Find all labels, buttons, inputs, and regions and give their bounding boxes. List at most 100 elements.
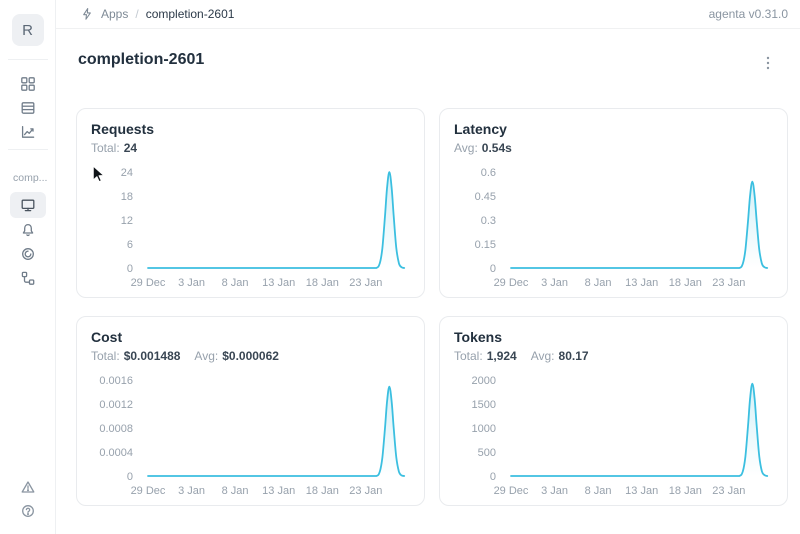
tokens-chart: 0 500 1000 1500 2000 29 Dec 3 Jan 8 Jan 13 Jan 18… bbox=[454, 366, 773, 498]
y-axis-tick-label: 0.6 bbox=[481, 167, 496, 179]
table-icon bbox=[20, 100, 36, 116]
stat-value: $0.000062 bbox=[222, 349, 279, 363]
cost-card: Cost Total: $0.001488 Avg: $0.000062 0 0.000… bbox=[76, 316, 425, 506]
sidebar-item-alerts[interactable] bbox=[12, 475, 44, 499]
sidebar-item-notifications[interactable] bbox=[12, 218, 44, 242]
card-stats: Total: 24 bbox=[91, 141, 410, 156]
y-axis-tick-label: 0 bbox=[127, 471, 133, 483]
series-line bbox=[510, 180, 769, 269]
sidebar-app-nav bbox=[9, 192, 46, 290]
y-axis-tick-label: 0.0008 bbox=[99, 423, 133, 435]
cost-chart: 0 0.0004 0.0008 0.0012 0.0016 29 Dec 3 Jan 8 Ja… bbox=[91, 366, 410, 498]
latency-card: Latency Avg: 0.54s 0 0.15 0.3 0.45 0.6 29 Dec 3… bbox=[439, 108, 788, 298]
tree-icon bbox=[20, 270, 36, 286]
x-axis-tick-label: 3 Jan bbox=[178, 485, 205, 497]
bell-icon bbox=[20, 222, 36, 238]
sidebar-item-observability[interactable] bbox=[12, 120, 44, 144]
x-axis-tick-label: 29 Dec bbox=[131, 485, 166, 497]
series-line bbox=[147, 385, 406, 477]
kebab-icon bbox=[760, 54, 776, 72]
sidebar-divider bbox=[7, 149, 48, 150]
x-axis-tick-label: 3 Jan bbox=[541, 485, 568, 497]
warning-triangle-icon bbox=[20, 479, 36, 495]
x-axis-tick-label: 23 Jan bbox=[712, 277, 745, 289]
sidebar-item-deployments[interactable] bbox=[12, 242, 44, 266]
y-axis-tick-label: 12 bbox=[121, 215, 133, 227]
stat-label: Avg: bbox=[194, 349, 219, 363]
y-axis-tick-label: 0.0012 bbox=[99, 399, 133, 411]
x-axis-tick-label: 13 Jan bbox=[262, 485, 295, 497]
x-axis-tick-label: 8 Jan bbox=[585, 485, 612, 497]
top-bar: Apps / completion-2601 agenta v0.31.0 bbox=[56, 0, 800, 29]
sidebar-item-overview[interactable] bbox=[9, 192, 46, 218]
x-axis-tick-label: 29 Dec bbox=[131, 277, 166, 289]
x-axis-tick-label: 8 Jan bbox=[585, 277, 612, 289]
sidebar-item-testsets[interactable] bbox=[12, 96, 44, 120]
y-axis-tick-label: 0 bbox=[127, 263, 133, 275]
y-axis-tick-label: 2000 bbox=[472, 375, 496, 387]
card-title: Requests bbox=[91, 121, 155, 137]
grid-icon bbox=[20, 76, 36, 92]
stat: Total: 24 bbox=[91, 141, 137, 156]
stat-value: 0.54s bbox=[481, 141, 512, 155]
stat-value: 24 bbox=[123, 141, 138, 155]
series-area-fill bbox=[148, 172, 405, 268]
latency-line-chart-svg: 0 0.15 0.3 0.45 0.6 29 Dec 3 Jan 8 Jan 13 Jan 18 … bbox=[475, 167, 769, 289]
x-axis-tick-label: 3 Jan bbox=[541, 277, 568, 289]
breadcrumb: Apps / completion-2601 bbox=[80, 7, 234, 21]
x-axis-tick-label: 13 Jan bbox=[262, 277, 295, 289]
breadcrumb-apps-link[interactable]: Apps bbox=[101, 7, 129, 21]
workspace-avatar[interactable]: R bbox=[11, 14, 44, 46]
card-stats: Avg: 0.54s bbox=[454, 141, 773, 156]
stat: Avg: $0.000062 bbox=[194, 349, 279, 364]
tokens-card: Tokens Total: 1,924 Avg: 80.17 0 500 1000 1500… bbox=[439, 316, 788, 506]
series-area-fill bbox=[511, 181, 768, 268]
y-axis-tick-label: 1500 bbox=[472, 399, 496, 411]
card-title: Cost bbox=[91, 329, 123, 345]
x-axis-tick-label: 18 Jan bbox=[669, 277, 702, 289]
stat-value: 1,924 bbox=[486, 349, 517, 363]
sidebar-item-traces[interactable] bbox=[12, 266, 44, 290]
series-line bbox=[147, 171, 406, 269]
trend-chart-icon bbox=[20, 124, 36, 140]
sidebar-divider bbox=[7, 59, 48, 60]
app-version-label: agenta v0.31.0 bbox=[708, 7, 788, 21]
metrics-grid: Requests Total: 24 0 6 12 18 24 29 Dec 3 Jan 8 J… bbox=[76, 108, 788, 506]
card-title: Tokens bbox=[454, 329, 502, 345]
x-axis-tick-label: 8 Jan bbox=[222, 277, 249, 289]
stat-value: $0.001488 bbox=[123, 349, 181, 363]
y-axis-tick-label: 18 bbox=[121, 191, 133, 203]
app-name-truncated: comp... bbox=[13, 172, 48, 184]
sidebar-global-nav bbox=[12, 72, 44, 144]
swirl-icon bbox=[20, 246, 36, 262]
stat-value: 80.17 bbox=[558, 349, 589, 363]
breadcrumb-separator: / bbox=[135, 7, 139, 21]
breadcrumb-current-page: completion-2601 bbox=[145, 7, 235, 21]
stat-label: Avg: bbox=[454, 141, 478, 155]
sidebar-item-help[interactable] bbox=[12, 499, 44, 523]
sidebar-item-apps[interactable] bbox=[12, 72, 44, 96]
stat: Total: $0.001488 bbox=[91, 349, 180, 364]
x-axis-tick-label: 13 Jan bbox=[625, 485, 658, 497]
y-axis-tick-label: 24 bbox=[121, 167, 133, 179]
card-stats: Total: 1,924 Avg: 80.17 bbox=[454, 349, 773, 364]
x-axis-tick-label: 29 Dec bbox=[494, 485, 529, 497]
latency-chart: 0 0.15 0.3 0.45 0.6 29 Dec 3 Jan 8 Jan 13 Jan 18 … bbox=[454, 158, 773, 290]
y-axis-tick-label: 0.15 bbox=[475, 239, 496, 251]
x-axis-tick-label: 8 Jan bbox=[222, 485, 249, 497]
tokens-line-chart-svg: 0 500 1000 1500 2000 29 Dec 3 Jan 8 Jan 13 Jan 18… bbox=[472, 375, 769, 497]
x-axis-tick-label: 29 Dec bbox=[494, 277, 529, 289]
card-stats: Total: $0.001488 Avg: $0.000062 bbox=[91, 349, 410, 364]
y-axis-tick-label: 0 bbox=[490, 471, 496, 483]
stat: Total: 1,924 bbox=[454, 349, 517, 364]
page-menu-button[interactable] bbox=[758, 52, 778, 74]
cost-line-chart-svg: 0 0.0004 0.0008 0.0012 0.0016 29 Dec 3 Jan 8 Ja… bbox=[99, 375, 406, 497]
sidebar-bottom bbox=[12, 475, 44, 523]
x-axis-tick-label: 23 Jan bbox=[349, 277, 382, 289]
help-circle-icon bbox=[20, 503, 36, 519]
stat-label: Total: bbox=[454, 349, 483, 363]
page-title: completion-2601 bbox=[78, 51, 205, 68]
y-axis-tick-label: 6 bbox=[127, 239, 133, 251]
sidebar: R bbox=[0, 0, 56, 534]
requests-chart: 0 6 12 18 24 29 Dec 3 Jan 8 Jan 13 Jan 18 Jan 23 J… bbox=[91, 158, 410, 290]
